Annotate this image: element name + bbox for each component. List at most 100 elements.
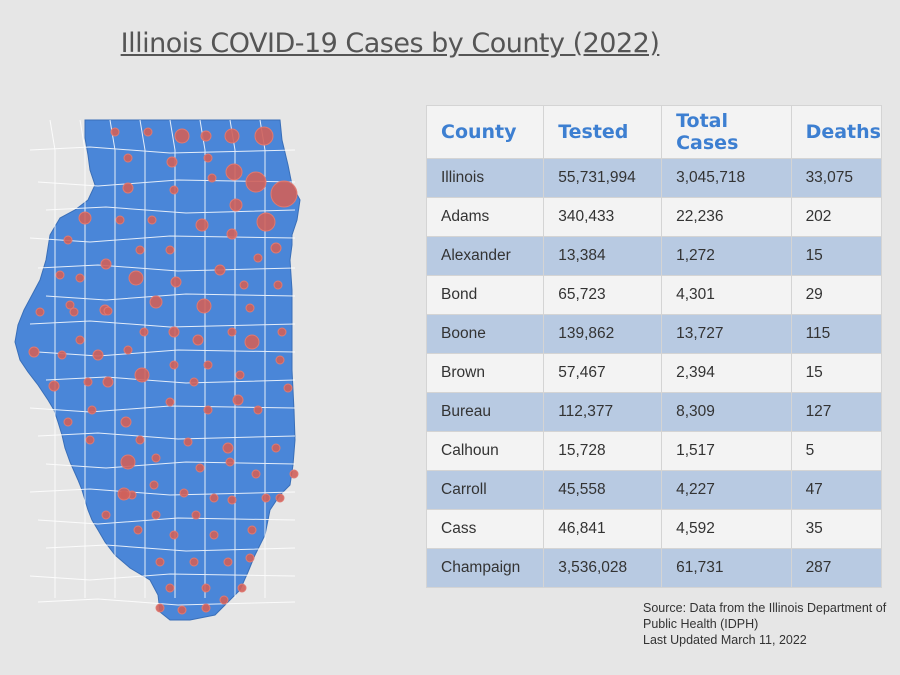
case-marker <box>244 334 260 350</box>
table-cell: Calhoun <box>425 431 545 471</box>
case-marker <box>149 295 163 309</box>
case-marker <box>275 493 285 503</box>
case-marker <box>195 463 205 473</box>
table-cell: 112,377 <box>543 392 663 432</box>
county-border <box>45 461 296 469</box>
table-row: Cass 46,841 4,592 35 <box>425 509 883 549</box>
table-row: Carroll 45,558 4,227 47 <box>425 470 883 510</box>
county-border <box>37 349 296 357</box>
covid-table: County Tested Total Cases Deaths Illinoi… <box>425 105 883 588</box>
table-cell: 13,727 <box>661 314 792 354</box>
case-marker <box>227 495 237 505</box>
case-marker <box>203 153 213 163</box>
case-marker <box>103 306 113 316</box>
case-marker <box>223 557 233 567</box>
case-marker <box>151 510 161 520</box>
case-marker <box>253 253 263 263</box>
county-border <box>45 293 296 301</box>
case-marker <box>110 127 120 137</box>
case-marker <box>122 182 134 194</box>
case-marker <box>177 605 187 615</box>
illinois-county-map <box>10 110 310 640</box>
case-marker <box>209 493 219 503</box>
table-cell: Cass <box>425 509 545 549</box>
county-border <box>49 119 56 598</box>
table-row: Bond 65,723 4,301 29 <box>425 275 883 315</box>
table-row: Calhoun 15,728 1,517 5 <box>425 431 883 471</box>
case-marker <box>239 280 249 290</box>
table-cell: 15 <box>790 236 883 276</box>
case-marker <box>165 245 175 255</box>
column-header: Total Cases <box>661 105 792 159</box>
table-cell: Illinois <box>425 158 545 198</box>
table-row: Champaign 3,536,028 61,731 287 <box>425 548 883 588</box>
table-cell: 61,731 <box>661 548 792 588</box>
case-marker <box>191 510 201 520</box>
case-marker <box>203 360 213 370</box>
case-marker <box>256 212 276 232</box>
case-marker <box>102 376 114 388</box>
county-border <box>37 179 296 187</box>
column-header: Deaths <box>790 105 883 159</box>
table-cell: 3,045,718 <box>661 158 792 198</box>
case-marker <box>189 377 199 387</box>
table-row: Boone 139,862 13,727 115 <box>425 314 883 354</box>
table-cell: Bond <box>425 275 545 315</box>
case-marker <box>183 437 193 447</box>
county-border <box>37 517 296 525</box>
case-marker <box>92 349 104 361</box>
case-marker <box>201 603 211 613</box>
case-marker <box>174 128 190 144</box>
case-marker <box>69 307 79 317</box>
case-marker <box>100 258 112 270</box>
case-marker <box>120 454 136 470</box>
county-border <box>169 119 176 598</box>
case-marker <box>275 355 285 365</box>
case-marker <box>189 557 199 567</box>
table-cell: 115 <box>790 314 883 354</box>
case-marker <box>192 334 204 346</box>
last-updated: Last Updated March 11, 2022 <box>643 633 807 647</box>
case-marker <box>214 264 226 276</box>
case-marker <box>245 303 255 313</box>
table-cell: 340,433 <box>543 197 663 237</box>
case-marker <box>203 405 213 415</box>
column-header: Tested <box>543 105 663 159</box>
case-marker <box>128 270 144 286</box>
case-marker <box>63 235 73 245</box>
table-cell: 3,536,028 <box>543 548 663 588</box>
table-cell: 55,731,994 <box>543 158 663 198</box>
table-cell: 2,394 <box>661 353 792 393</box>
table-cell: Boone <box>425 314 545 354</box>
case-marker <box>245 553 255 563</box>
table-cell: 22,236 <box>661 197 792 237</box>
table-cell: 4,227 <box>661 470 792 510</box>
table-cell: 35 <box>790 509 883 549</box>
county-border <box>199 119 206 598</box>
case-marker <box>65 300 75 310</box>
table-cell: 46,841 <box>543 509 663 549</box>
case-marker <box>225 163 243 181</box>
illinois-outline <box>14 119 301 621</box>
case-marker <box>63 417 73 427</box>
case-marker <box>207 173 217 183</box>
table-cell: Bureau <box>425 392 545 432</box>
case-marker <box>87 405 97 415</box>
case-marker <box>225 457 235 467</box>
case-marker <box>55 270 65 280</box>
table-row: Adams 340,433 22,236 202 <box>425 197 883 237</box>
case-marker <box>237 583 247 593</box>
table-cell: 33,075 <box>790 158 883 198</box>
case-marker <box>149 480 159 490</box>
table-cell: 45,558 <box>543 470 663 510</box>
case-marker <box>227 327 237 337</box>
county-border <box>79 119 86 598</box>
table-cell: Champaign <box>425 548 545 588</box>
case-marker <box>270 180 298 208</box>
case-marker <box>235 370 245 380</box>
table-cell: 15 <box>790 353 883 393</box>
county-border <box>29 320 296 328</box>
table-cell: 47 <box>790 470 883 510</box>
case-marker <box>270 242 282 254</box>
county-border <box>37 264 296 272</box>
